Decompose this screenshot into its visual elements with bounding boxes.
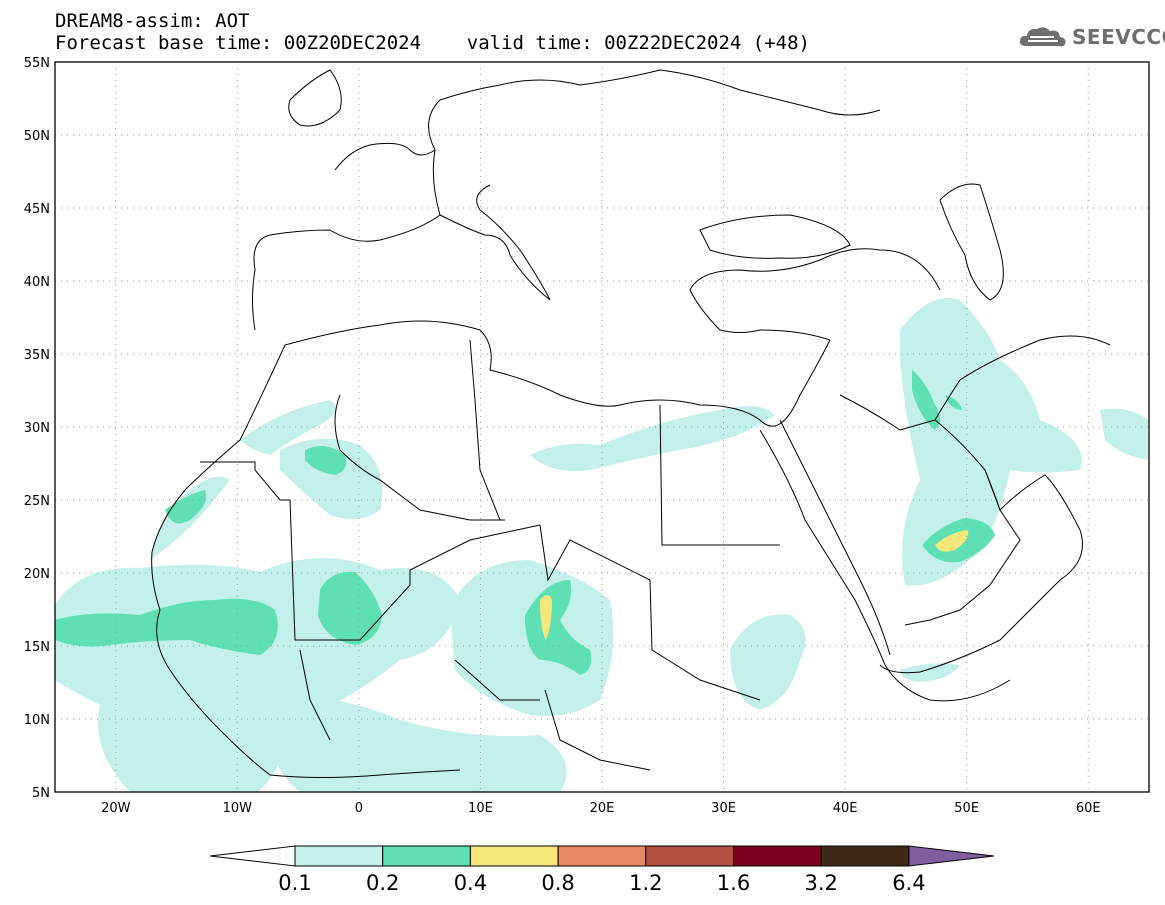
longitude-label: 20W [101, 801, 131, 816]
longitude-label: 10W [223, 801, 253, 816]
colorbar-low-arrow [209, 845, 296, 867]
graticule [55, 62, 1149, 792]
colorbar-label: 0.2 [366, 871, 399, 895]
longitude-label: 60E [1076, 801, 1101, 816]
latitude-label: 30N [24, 421, 50, 436]
colorbar-swatch [294, 845, 384, 867]
colorbar-swatch [557, 845, 647, 867]
longitude-label: 20E [590, 801, 615, 816]
latitude-label: 50N [24, 129, 50, 144]
aot-contours [55, 298, 1148, 792]
colorbar-swatch [469, 845, 559, 867]
latitude-label: 10N [24, 713, 50, 728]
colorbar-swatch [645, 845, 734, 867]
logo-text: SEEVCCC [1072, 25, 1165, 49]
aot-level-0.4 [540, 530, 969, 640]
latitude-label: 55N [24, 56, 50, 71]
longitude-label: 0 [355, 801, 363, 816]
colorbar-label: 0.1 [278, 871, 311, 895]
longitude-labels: 20W 10W 0 10E 20E 30E 40E 50E 60E [101, 801, 1101, 816]
coastlines-borders [151, 69, 1111, 778]
title-time-line: Forecast base time: 00Z20DEC2024 valid t… [55, 32, 810, 54]
latitude-label: 35N [24, 348, 50, 363]
colorbar-swatch [820, 845, 910, 867]
longitude-label: 40E [833, 801, 858, 816]
colorbar-label: 1.2 [629, 871, 662, 895]
latitude-label: 25N [24, 494, 50, 509]
cloud-logo-icon [1019, 27, 1066, 47]
longitude-label: 30E [711, 801, 736, 816]
colorbar-high-arrow [908, 845, 994, 867]
latitude-label: 45N [24, 202, 50, 217]
colorbar-swatch [733, 845, 822, 867]
latitude-label: 15N [24, 640, 50, 655]
colorbar-label: 3.2 [804, 871, 837, 895]
title-model-line: DREAM8-assim: AOT [55, 10, 250, 32]
latitude-label: 5N [32, 786, 50, 801]
latitude-labels: 55N 50N 45N 40N 35N 30N 25N 20N 15N 10N 5N [24, 56, 50, 801]
colorbar-swatch [382, 845, 471, 867]
colorbar-label: 6.4 [892, 871, 925, 895]
latitude-label: 40N [24, 275, 50, 290]
colorbar: 0.1 0.2 0.4 0.8 1.2 1.6 3.2 6.4 [209, 845, 994, 895]
longitude-label: 10E [468, 801, 493, 816]
longitude-label: 50E [954, 801, 979, 816]
map-frame [54, 61, 1150, 793]
chart-title: DREAM8-assim: AOT Forecast base time: 00… [55, 10, 810, 54]
colorbar-label: 0.8 [541, 871, 574, 895]
seevccc-logo: SEEVCCC [1018, 24, 1165, 50]
latitude-label: 20N [24, 567, 50, 582]
colorbar-label: 0.4 [454, 871, 487, 895]
colorbar-label: 1.6 [717, 871, 750, 895]
